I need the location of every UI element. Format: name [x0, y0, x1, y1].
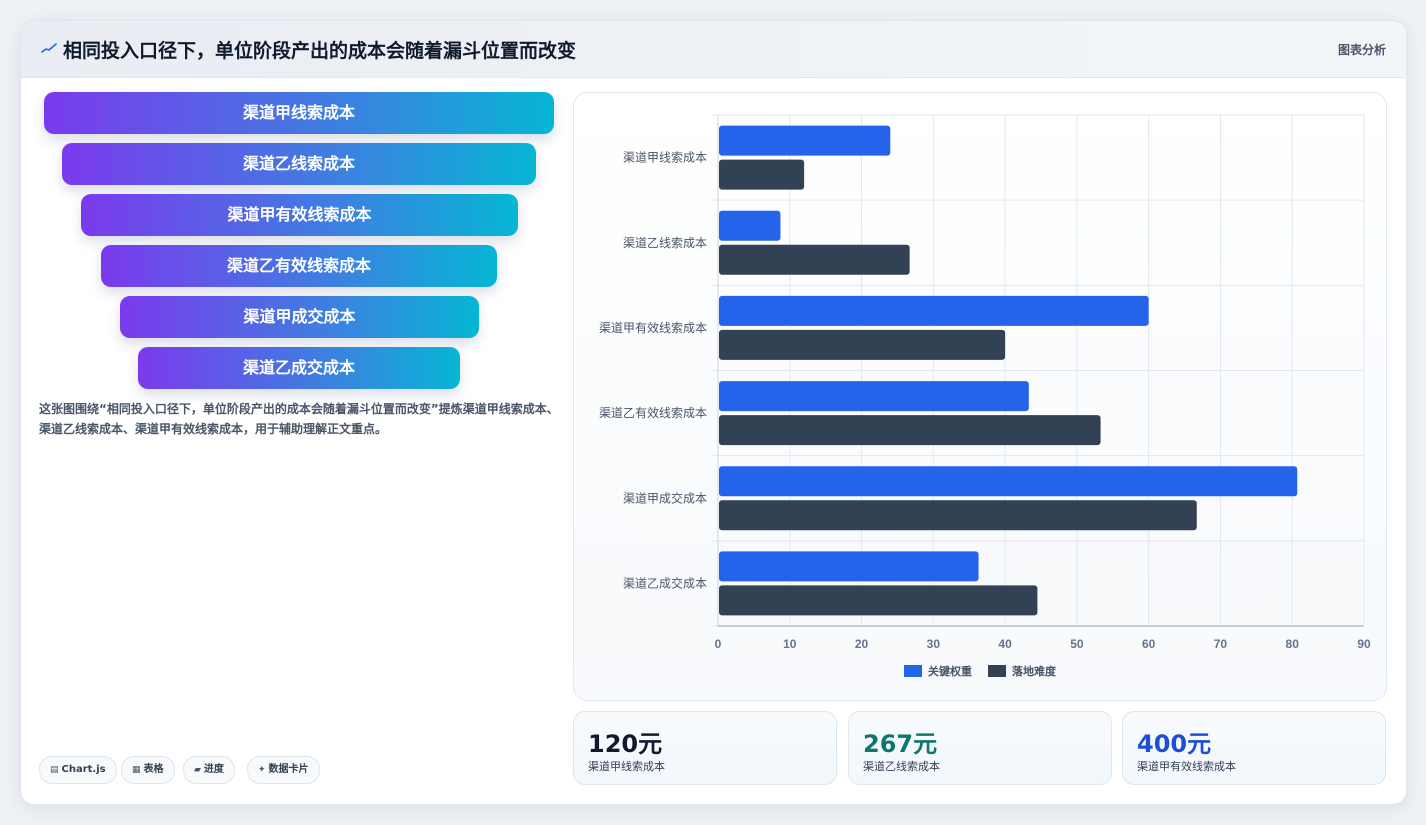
x-tick-label: 90 [1357, 637, 1371, 651]
bar-chart: 0 10 20 30 40 50 60 70 80 90 渠道甲线索成本渠道乙线索成本渠道甲有效线索… [599, 114, 1371, 678]
chip-data-card[interactable]: ✦ 数据卡片 [247, 756, 320, 784]
table-icon: ▦ [132, 765, 141, 775]
legend-label: 关键权重 [928, 664, 972, 678]
bar [719, 415, 1101, 446]
y-category-label: 渠道乙有效线索成本 [599, 405, 707, 420]
stat-label: 渠道乙线索成本 [863, 760, 940, 773]
chip-progress[interactable]: ▰ 进度 [183, 756, 235, 784]
x-tick-label: 80 [1286, 637, 1300, 651]
bar [719, 551, 979, 582]
chart-icon: ▤ [50, 765, 59, 775]
chip-label: 进度 [203, 764, 224, 775]
chart-description: 这张图围绕“相同投入口径下，单位阶段产出的成本会随着漏斗位置而改变”提炼渠道甲线… [39, 402, 559, 436]
header: 相同投入口径下，单位阶段产出的成本会随着漏斗位置而改变 图表分析 [21, 21, 1406, 78]
y-category-label: 渠道乙成交成本 [623, 575, 707, 590]
x-tick-label: 50 [1070, 637, 1084, 651]
trend-icon [41, 43, 57, 53]
funnel-step: 渠道甲线索成本 [44, 92, 554, 134]
funnel-step: 渠道乙成交成本 [138, 347, 460, 389]
chip-table[interactable]: ▦ 表格 [121, 756, 175, 784]
chip-chartjs[interactable]: ▤ Chart.js [39, 756, 117, 784]
main-card: 相同投入口径下，单位阶段产出的成本会随着漏斗位置而改变 图表分析 渠道甲线索成本… [20, 20, 1407, 805]
page-title: 相同投入口径下，单位阶段产出的成本会随着漏斗位置而改变 [63, 40, 577, 62]
chart-analysis-tag: 图表分析 [1337, 43, 1386, 57]
stat-card: 267元 渠道乙线索成本 [848, 711, 1112, 785]
bar [719, 159, 805, 190]
bar [719, 381, 1029, 412]
bar [719, 210, 781, 241]
y-category-label: 渠道甲有效线索成本 [599, 320, 707, 335]
funnel-step: 渠道乙线索成本 [62, 143, 536, 185]
x-tick-label: 20 [855, 637, 869, 651]
chip-label: 表格 [143, 764, 164, 775]
stat-label: 渠道甲有效线索成本 [1137, 760, 1236, 773]
bar [719, 585, 1038, 616]
funnel-step: 渠道乙有效线索成本 [101, 245, 497, 287]
funnel-step: 渠道甲成交成本 [120, 296, 479, 338]
x-tick-label: 60 [1142, 637, 1156, 651]
x-tick-label: 70 [1214, 637, 1228, 651]
chip-label: 数据卡片 [268, 764, 309, 775]
bar [719, 295, 1149, 326]
bar [719, 329, 1006, 360]
y-category-label: 渠道甲线索成本 [623, 151, 707, 165]
chart-panel: 0 10 20 30 40 50 60 70 80 90 渠道甲线索成本 渠道乙线索成本渠道甲有效线索… [573, 92, 1387, 701]
chip-label: Chart.js [61, 764, 106, 775]
funnel-step: 渠道甲有效线索成本 [81, 194, 518, 236]
legend-label: 落地难度 [1012, 664, 1057, 678]
x-tick-label: 0 [715, 637, 722, 651]
y-category-label: 渠道乙线索成本 [623, 236, 707, 250]
legend-swatch [904, 665, 922, 677]
bar [719, 125, 891, 156]
stat-label: 渠道甲线索成本 [588, 760, 665, 773]
bar [719, 466, 1298, 497]
y-category-label: 渠道甲成交成本 [623, 490, 707, 505]
x-tick-label: 40 [998, 637, 1012, 651]
stat-value: 120元 [588, 730, 663, 758]
stat-value: 400元 [1137, 730, 1212, 758]
x-tick-label: 30 [927, 637, 941, 651]
progress-icon: ▰ [194, 765, 201, 775]
bar [719, 244, 910, 275]
stat-card: 120元 渠道甲线索成本 [573, 711, 837, 785]
x-tick-label: 10 [783, 637, 797, 651]
bar [719, 500, 1197, 531]
stat-value: 267元 [863, 730, 938, 758]
sparkle-icon: ✦ [258, 765, 266, 775]
legend-swatch [988, 665, 1006, 677]
stat-card: 400元 渠道甲有效线索成本 [1122, 711, 1386, 785]
